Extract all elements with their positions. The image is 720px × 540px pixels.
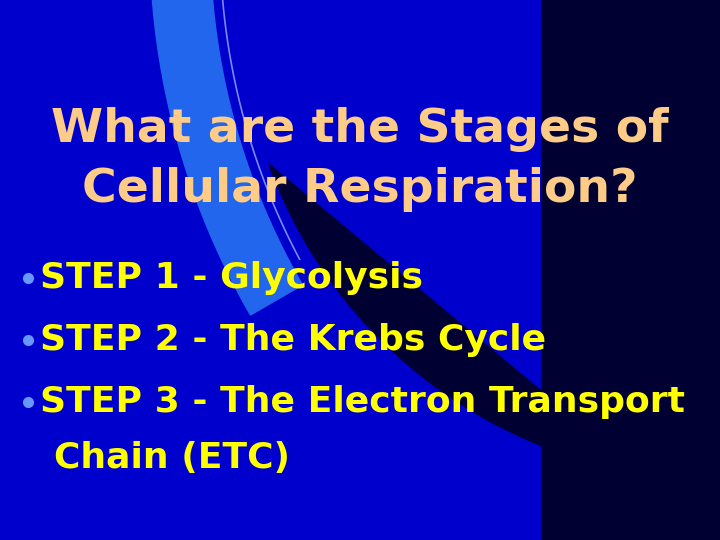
Text: STEP 3 - The Electron Transport: STEP 3 - The Electron Transport bbox=[40, 385, 685, 419]
Polygon shape bbox=[0, 0, 540, 540]
Polygon shape bbox=[150, 0, 372, 315]
Polygon shape bbox=[269, 0, 720, 540]
Text: Cellular Respiration?: Cellular Respiration? bbox=[82, 167, 638, 213]
Text: STEP 2 - The Krebs Cycle: STEP 2 - The Krebs Cycle bbox=[40, 323, 546, 357]
Text: What are the Stages of: What are the Stages of bbox=[51, 107, 669, 152]
Text: Chain (ETC): Chain (ETC) bbox=[54, 441, 290, 475]
Text: STEP 1 - Glycolysis: STEP 1 - Glycolysis bbox=[40, 261, 423, 295]
